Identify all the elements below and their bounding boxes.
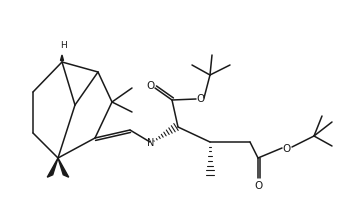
Text: O: O xyxy=(283,144,291,154)
Text: O: O xyxy=(255,181,263,191)
Polygon shape xyxy=(60,55,63,61)
Polygon shape xyxy=(58,158,69,177)
Text: O: O xyxy=(197,94,205,104)
Text: H: H xyxy=(60,41,66,50)
Text: O: O xyxy=(147,81,155,91)
Text: N: N xyxy=(147,138,155,148)
Polygon shape xyxy=(47,158,58,177)
